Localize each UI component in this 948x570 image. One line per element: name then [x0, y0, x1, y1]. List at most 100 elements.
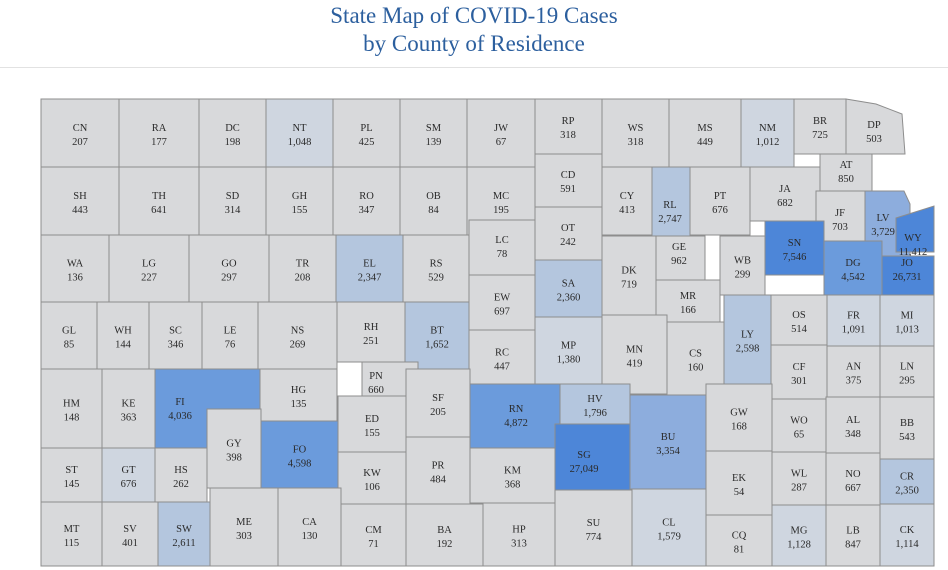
- county-shape[interactable]: [468, 329, 536, 386]
- county-ob[interactable]: OB 84: [399, 166, 468, 236]
- county-shape[interactable]: [108, 234, 190, 303]
- county-sw[interactable]: SW 2,611: [157, 501, 211, 567]
- county-cq[interactable]: CQ 81: [705, 514, 773, 567]
- county-shape[interactable]: [118, 98, 200, 168]
- county-jw[interactable]: JW 67: [466, 98, 536, 168]
- county-shape[interactable]: [554, 423, 631, 491]
- county-hm[interactable]: HM 148: [40, 368, 103, 449]
- county-shape[interactable]: [332, 166, 401, 236]
- county-ck[interactable]: CK 1,114: [879, 503, 935, 567]
- county-shape[interactable]: [705, 450, 773, 516]
- county-ew[interactable]: EW 697: [468, 274, 536, 331]
- county-rs[interactable]: RS 529: [402, 234, 470, 303]
- county-shape[interactable]: [740, 98, 795, 168]
- county-nm[interactable]: NM 1,012: [740, 98, 795, 168]
- county-gl[interactable]: GL 85: [40, 301, 98, 370]
- county-shape[interactable]: [559, 383, 631, 425]
- county-shape[interactable]: [749, 166, 821, 222]
- county-shape[interactable]: [268, 234, 337, 303]
- county-kw[interactable]: KW 106: [337, 451, 407, 505]
- county-dp[interactable]: DP 503: [845, 98, 906, 155]
- county-dc[interactable]: DC 198: [198, 98, 267, 168]
- county-ek[interactable]: EK 54: [705, 450, 773, 516]
- county-shape[interactable]: [335, 234, 404, 303]
- county-shape[interactable]: [188, 234, 270, 303]
- county-wy[interactable]: WY 11,412: [895, 205, 935, 258]
- county-ke[interactable]: KE 363: [101, 368, 156, 449]
- county-sn[interactable]: SN 7,546: [764, 220, 825, 276]
- county-cm[interactable]: CM 71: [340, 503, 407, 567]
- county-me[interactable]: ME 303: [209, 487, 279, 567]
- county-shape[interactable]: [405, 368, 471, 438]
- county-st[interactable]: ST 145: [40, 447, 103, 503]
- county-shape[interactable]: [40, 301, 98, 370]
- county-shape[interactable]: [723, 294, 772, 385]
- county-shape[interactable]: [601, 98, 670, 168]
- county-bu[interactable]: BU 3,354: [629, 394, 707, 490]
- county-cr[interactable]: CR 2,350: [879, 458, 935, 505]
- county-shape[interactable]: [825, 504, 881, 567]
- county-shape[interactable]: [631, 488, 707, 567]
- county-sh[interactable]: SH 443: [40, 166, 120, 236]
- county-shape[interactable]: [879, 345, 935, 398]
- county-shape[interactable]: [40, 166, 120, 236]
- county-shape[interactable]: [770, 344, 828, 400]
- county-shape[interactable]: [40, 501, 103, 567]
- county-cy[interactable]: CY 413: [601, 166, 653, 236]
- county-cs[interactable]: CS 160: [666, 321, 725, 396]
- county-shape[interactable]: [534, 259, 603, 318]
- county-pl[interactable]: PL 425: [332, 98, 401, 168]
- county-shape[interactable]: [601, 314, 668, 395]
- county-shape[interactable]: [40, 98, 120, 168]
- county-shape[interactable]: [823, 240, 883, 296]
- county-el[interactable]: EL 2,347: [335, 234, 404, 303]
- county-cl[interactable]: CL 1,579: [631, 488, 707, 567]
- county-shape[interactable]: [399, 166, 468, 236]
- county-an[interactable]: AN 375: [826, 345, 881, 398]
- county-ja[interactable]: JA 682: [749, 166, 821, 222]
- county-at[interactable]: AT 850: [819, 153, 873, 192]
- county-ln[interactable]: LN 295: [879, 345, 935, 398]
- county-mt[interactable]: MT 115: [40, 501, 103, 567]
- county-shape[interactable]: [826, 345, 881, 398]
- county-th[interactable]: TH 641: [118, 166, 200, 236]
- county-shape[interactable]: [668, 98, 742, 168]
- county-dk[interactable]: DK 719: [601, 235, 657, 316]
- county-shape[interactable]: [826, 294, 881, 347]
- county-wh[interactable]: WH 144: [96, 301, 150, 370]
- county-shape[interactable]: [277, 487, 342, 567]
- county-shape[interactable]: [469, 447, 556, 504]
- county-shape[interactable]: [118, 166, 200, 236]
- county-dg[interactable]: DG 4,542: [823, 240, 883, 296]
- county-shape[interactable]: [101, 447, 156, 503]
- county-sc[interactable]: SC 346: [148, 301, 203, 370]
- county-shape[interactable]: [40, 368, 103, 449]
- county-shape[interactable]: [337, 451, 407, 505]
- county-go[interactable]: GO 297: [188, 234, 270, 303]
- county-shape[interactable]: [405, 436, 471, 505]
- county-mg[interactable]: MG 1,128: [771, 504, 827, 567]
- county-wl[interactable]: WL 287: [771, 451, 827, 506]
- county-shape[interactable]: [468, 219, 536, 276]
- county-jo[interactable]: JO 26,731: [881, 255, 935, 296]
- county-shape[interactable]: [402, 234, 470, 303]
- county-hg[interactable]: HG 135: [259, 368, 338, 422]
- county-cn[interactable]: CN 207: [40, 98, 120, 168]
- county-tr[interactable]: TR 208: [268, 234, 337, 303]
- county-shape[interactable]: [96, 301, 150, 370]
- county-al[interactable]: AL 348: [825, 396, 881, 454]
- county-shape[interactable]: [405, 503, 484, 567]
- county-shape[interactable]: [601, 166, 653, 236]
- county-mp[interactable]: MP 1,380: [534, 316, 603, 385]
- county-pt[interactable]: PT 676: [689, 166, 751, 236]
- county-ms[interactable]: MS 449: [668, 98, 742, 168]
- county-sd[interactable]: SD 314: [198, 166, 267, 236]
- county-shape[interactable]: [655, 235, 706, 281]
- county-le[interactable]: LE 76: [201, 301, 259, 370]
- county-gw[interactable]: GW 168: [705, 383, 773, 452]
- county-sa[interactable]: SA 2,360: [534, 259, 603, 318]
- county-gy[interactable]: GY 398: [206, 408, 262, 489]
- county-wo[interactable]: WO 65: [771, 398, 827, 453]
- county-sm[interactable]: SM 139: [399, 98, 468, 168]
- county-lc[interactable]: LC 78: [468, 219, 536, 276]
